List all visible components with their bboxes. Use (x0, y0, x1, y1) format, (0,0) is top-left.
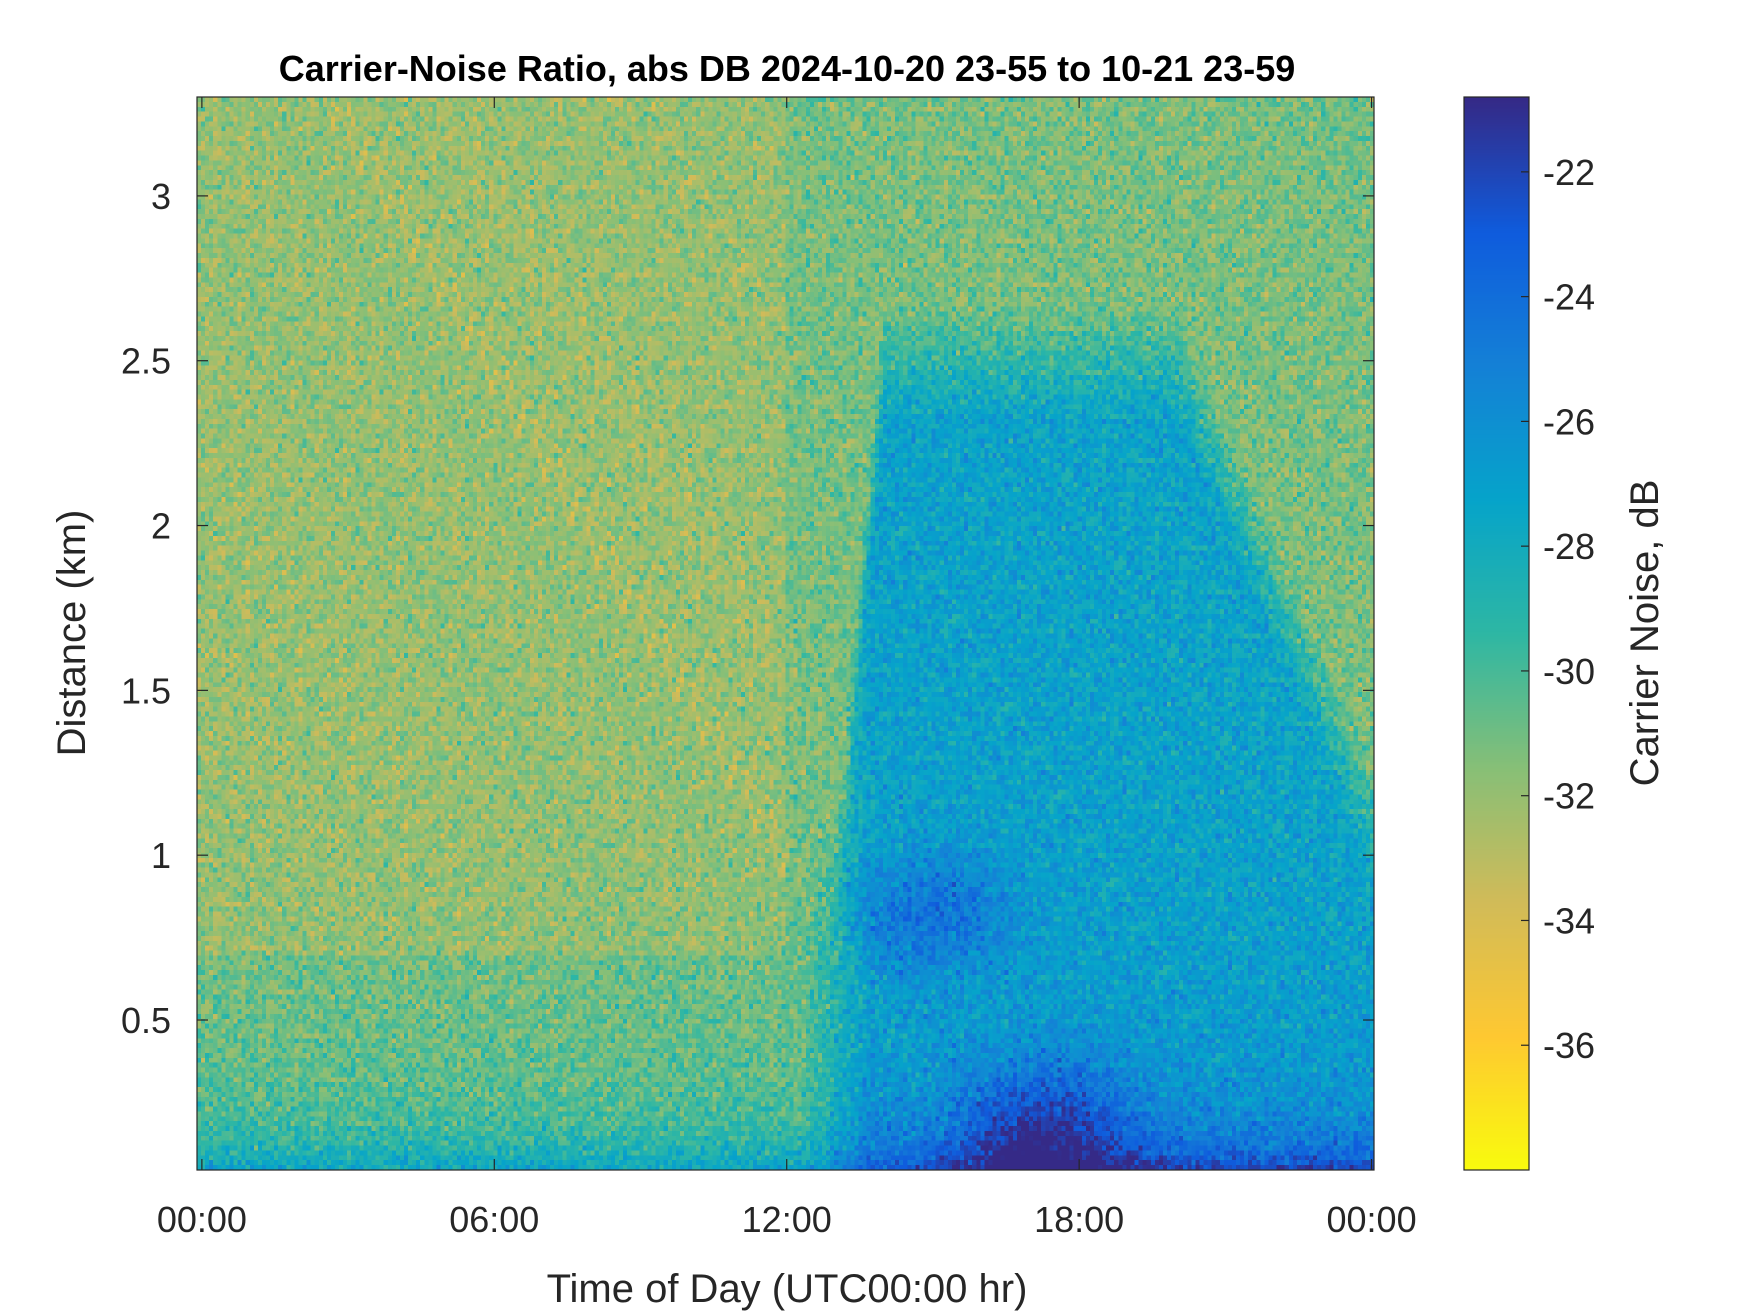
y-tick-label: 0.5 (121, 1000, 171, 1041)
colorbar-tick-label: -32 (1543, 776, 1595, 817)
chart-title: Carrier-Noise Ratio, abs DB 2024-10-20 2… (279, 48, 1296, 89)
y-tick-label: 2 (151, 506, 171, 547)
colorbar-frame (1463, 96, 1530, 1171)
y-axis-label: Distance (km) (50, 510, 94, 757)
x-axis: 00:00 06:00 12:00 18:00 00:00 (157, 97, 1417, 1240)
colorbar: -22 -24 -26 -28 -30 -32 -34 -36 Carrier Noise, … (1463, 96, 1667, 1171)
y-tick-label: 1 (151, 835, 171, 876)
y-axis: 0.5 1 1.5 2 2.5 3 (121, 176, 1374, 1041)
colorbar-tick-label: -22 (1543, 152, 1595, 193)
colorbar-tick-label: -24 (1543, 277, 1595, 318)
x-axis-label: Time of Day (UTC00:00 hr) (547, 1267, 1028, 1311)
x-tick-label: 06:00 (449, 1199, 539, 1240)
colorbar-tick-label: -28 (1543, 526, 1595, 567)
colorbar-label: Carrier Noise, dB (1623, 480, 1667, 787)
colorbar-tick-label: -26 (1543, 401, 1595, 442)
x-tick-label: 00:00 (1327, 1199, 1417, 1240)
heatmap-image (197, 97, 1374, 1170)
colorbar-tick-label: -30 (1543, 651, 1595, 692)
y-tick-label: 2.5 (121, 341, 171, 382)
colorbar-gradient (1464, 97, 1529, 1170)
colorbar-ticks: -22 -24 -26 -28 -30 -32 -34 -36 (1521, 152, 1595, 1066)
x-tick-label: 00:00 (157, 1199, 247, 1240)
heatmap-plot-area (196, 96, 1375, 1171)
plot-frame (196, 96, 1375, 1171)
colorbar-tick-label: -36 (1543, 1025, 1595, 1066)
x-tick-label: 12:00 (742, 1199, 832, 1240)
x-tick-label: 18:00 (1034, 1199, 1124, 1240)
y-tick-label: 3 (151, 176, 171, 217)
colorbar-tick-label: -34 (1543, 900, 1595, 941)
y-tick-label: 1.5 (121, 670, 171, 711)
